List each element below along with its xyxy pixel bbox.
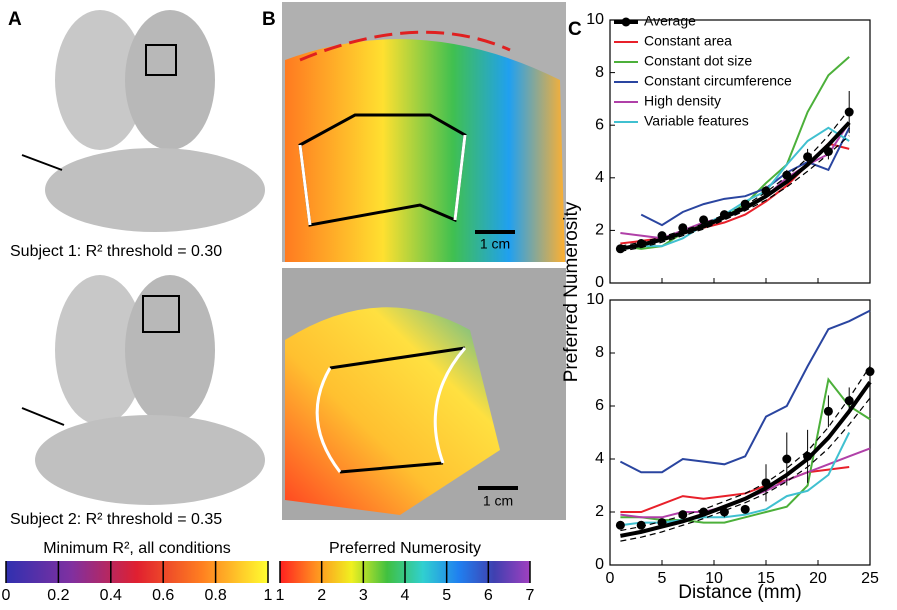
colorbar-tick-label: 0.2	[47, 587, 69, 604]
data-point	[699, 215, 709, 225]
confidence-line	[620, 397, 871, 542]
colorbar-tick-label: 3	[359, 587, 368, 604]
data-point	[657, 231, 667, 241]
y-tick-label: 2	[595, 503, 604, 520]
plot-frame	[609, 299, 871, 566]
x-tick-label: 15	[757, 570, 775, 587]
data-point	[761, 478, 771, 488]
colorbar-title: Preferred Numerosity	[329, 540, 481, 557]
series-line	[619, 309, 871, 474]
colorbar-title: Minimum R², all conditions	[43, 540, 231, 557]
legend-label: Average	[644, 13, 696, 29]
y-axis-label: Preferred Numerosity	[561, 201, 582, 382]
data-point	[615, 244, 625, 254]
subject-caption: Subject 2: R² threshold = 0.35	[10, 511, 222, 528]
y-tick-label: 10	[586, 11, 604, 28]
y-tick-label: 6	[595, 116, 604, 133]
panel-label: B	[262, 9, 276, 30]
colorbar-tick-label: 6	[484, 587, 493, 604]
panel-label: A	[8, 9, 22, 30]
data-point	[678, 223, 688, 233]
x-tick-label: 0	[606, 570, 615, 587]
data-point	[823, 406, 833, 416]
colorbar-tick-label: 1	[276, 587, 285, 604]
panel-label: C	[568, 19, 582, 40]
x-tick-label: 25	[861, 570, 879, 587]
series-line	[640, 127, 851, 227]
data-point	[803, 152, 813, 162]
scale-bar-label: 1 cm	[480, 236, 510, 252]
y-tick-label: 8	[595, 64, 604, 81]
fit-line	[620, 121, 851, 251]
y-tick-label: 4	[595, 169, 604, 186]
y-tick-label: 0	[595, 556, 604, 573]
y-tick-label: 0	[595, 274, 604, 291]
scale-bar-label: 1 cm	[483, 493, 513, 509]
colorbar-tick-label: 0.6	[152, 587, 174, 604]
colorbar-tick-label: 0.4	[100, 587, 122, 604]
colorbar-tick-label: 1	[264, 587, 273, 604]
colorbar-tick-label: 5	[442, 587, 451, 604]
brain-images	[21, 10, 265, 505]
series-line	[620, 126, 850, 250]
data-point	[865, 367, 875, 377]
data-point	[844, 107, 854, 117]
data-point	[740, 199, 750, 209]
colorbar-tick-label: 0	[2, 587, 11, 604]
legend-label: Variable features	[644, 113, 749, 129]
data-point	[844, 396, 854, 406]
data-point	[699, 507, 709, 517]
x-tick-label: 5	[658, 570, 667, 587]
data-point	[803, 451, 813, 461]
series-line	[620, 465, 850, 513]
data-point	[719, 507, 729, 517]
data-point	[782, 170, 792, 180]
data-point	[678, 510, 688, 520]
colorbar-tick-label: 2	[317, 587, 326, 604]
colorbar-tick-label: 7	[526, 587, 535, 604]
data-point	[823, 147, 833, 156]
data-point	[782, 454, 792, 464]
legend-label: Constant circumference	[644, 73, 792, 89]
confidence-line	[620, 109, 850, 247]
y-tick-label: 2	[595, 222, 604, 239]
colorbar-tick-label: 4	[401, 587, 410, 604]
confidence-line	[620, 135, 850, 253]
legend-label: High density	[644, 93, 721, 109]
data-point	[636, 520, 646, 530]
data-point	[615, 520, 625, 530]
series-line	[620, 377, 871, 524]
data-point	[740, 504, 750, 514]
plot-frame	[609, 19, 871, 284]
y-tick-label: 10	[586, 291, 604, 308]
legend-marker	[621, 17, 631, 27]
legend-label: Constant dot size	[644, 53, 752, 69]
colorbar	[6, 561, 268, 583]
data-point	[636, 239, 646, 249]
x-tick-label: 10	[705, 570, 723, 587]
colorbar-tick-label: 0.8	[204, 587, 226, 604]
subject-caption: Subject 1: R² threshold = 0.30	[10, 243, 222, 260]
y-tick-label: 8	[595, 344, 604, 361]
data-point	[719, 210, 729, 220]
data-point	[657, 518, 667, 528]
legend-label: Constant area	[644, 33, 732, 49]
data-point	[761, 186, 771, 196]
x-axis-label: Distance (mm)	[678, 582, 802, 603]
map-images	[282, 2, 566, 520]
x-tick-label: 20	[809, 570, 827, 587]
y-tick-label: 6	[595, 397, 604, 414]
y-tick-label: 4	[595, 450, 604, 467]
